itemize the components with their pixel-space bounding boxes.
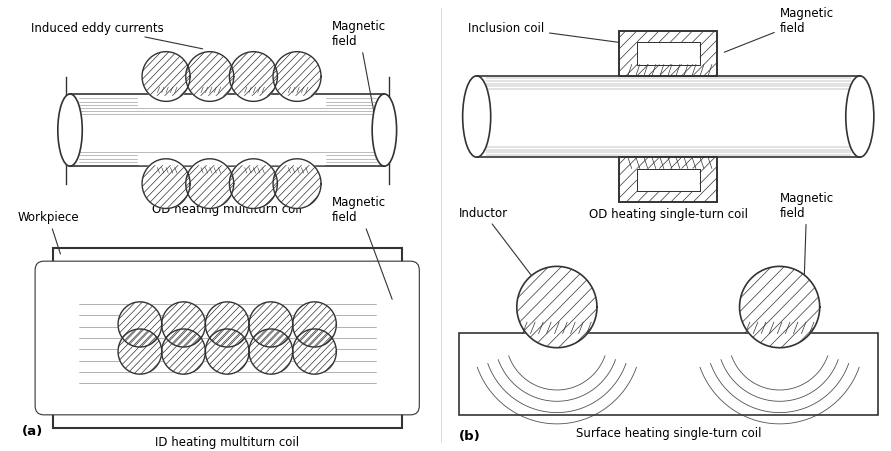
Text: Magnetic
field: Magnetic field [332,20,386,119]
Polygon shape [273,160,321,209]
Text: Magnetic
field: Magnetic field [332,196,392,299]
Polygon shape [273,53,321,102]
FancyBboxPatch shape [35,262,420,415]
Polygon shape [182,97,238,107]
Text: Inclusion coil: Inclusion coil [468,22,630,45]
Polygon shape [229,53,277,102]
Text: Magnetic
field: Magnetic field [780,192,834,292]
Polygon shape [185,160,233,209]
Text: Induced eddy currents: Induced eddy currents [30,22,202,50]
Polygon shape [142,53,190,102]
Ellipse shape [58,95,82,167]
Bar [53,248,402,428]
Polygon shape [182,155,238,165]
Bar [619,32,717,77]
Bar [637,169,699,192]
Polygon shape [229,160,277,209]
FancyBboxPatch shape [44,266,411,410]
Bar [637,169,699,192]
Bar [459,334,878,415]
Text: ID heating multiturn coil: ID heating multiturn coil [155,435,299,448]
Polygon shape [225,97,282,107]
FancyBboxPatch shape [477,77,860,158]
Text: (a): (a) [22,424,44,437]
Ellipse shape [462,77,491,158]
Polygon shape [142,160,190,209]
Text: Inductor: Inductor [459,207,535,281]
Polygon shape [185,53,233,102]
Polygon shape [740,267,820,348]
Bar [637,43,699,65]
Polygon shape [119,302,162,347]
Polygon shape [119,329,162,374]
Polygon shape [206,302,249,347]
Polygon shape [206,329,249,374]
Polygon shape [138,97,194,107]
Polygon shape [269,155,325,165]
Bar [619,32,717,77]
Text: Surface heating single-turn coil: Surface heating single-turn coil [576,426,761,439]
Polygon shape [162,329,205,374]
Polygon shape [138,155,194,165]
Bar [619,158,717,203]
Text: (b): (b) [459,429,480,442]
Polygon shape [249,302,293,347]
Polygon shape [293,329,337,374]
Ellipse shape [372,95,396,167]
Bar [637,43,699,65]
Polygon shape [517,267,597,348]
Text: OD heating single-turn coil: OD heating single-turn coil [589,207,748,221]
Polygon shape [269,97,325,107]
Polygon shape [225,155,282,165]
Text: OD heating multiturn coil: OD heating multiturn coil [152,203,302,216]
Text: Workpiece: Workpiece [18,211,79,254]
FancyBboxPatch shape [53,271,402,406]
Polygon shape [293,302,337,347]
Polygon shape [249,329,293,374]
FancyBboxPatch shape [70,95,384,167]
Text: Magnetic
field: Magnetic field [724,7,834,53]
Bar [619,158,717,203]
FancyBboxPatch shape [61,275,393,401]
Ellipse shape [846,77,874,158]
Polygon shape [162,302,205,347]
